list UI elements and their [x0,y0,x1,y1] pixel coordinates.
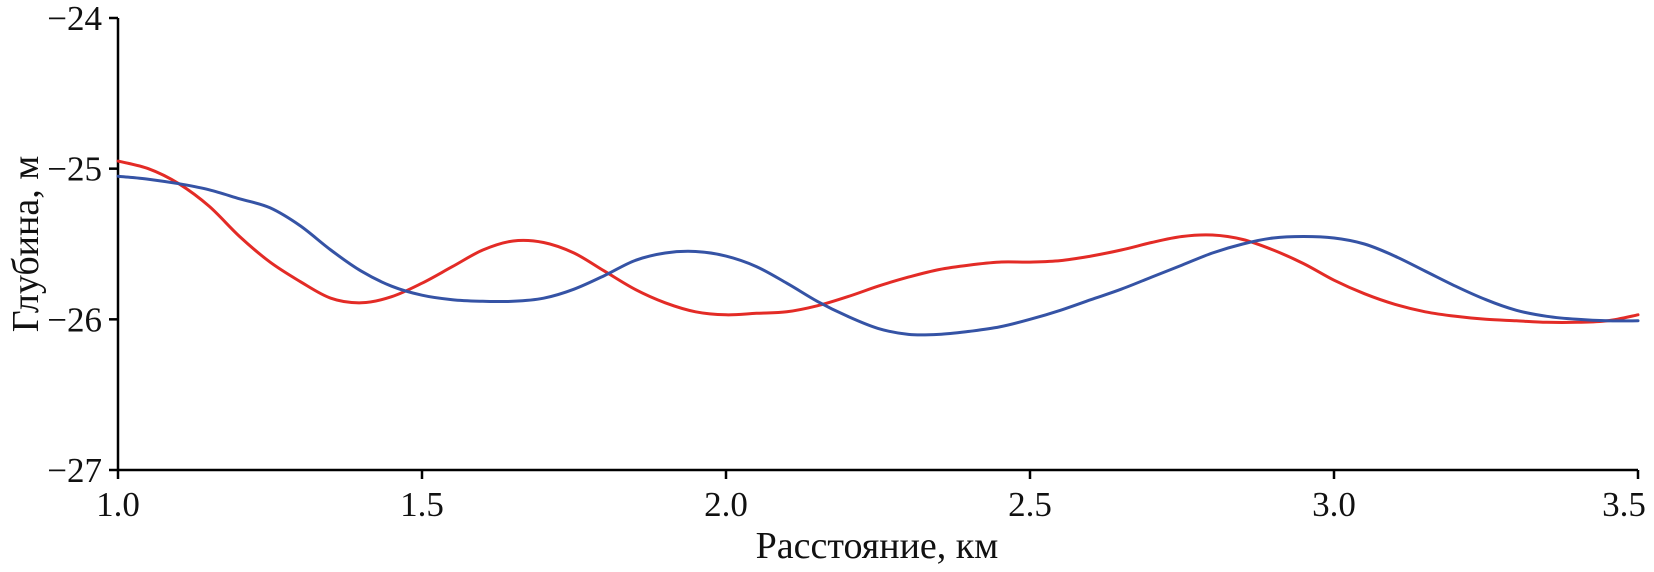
x-tick-label: 2.5 [1008,485,1052,524]
series-layer [116,159,1640,337]
x-tick-label: 1.5 [400,485,444,524]
x-tick-label: 3.5 [1602,485,1646,524]
y-tick-label: −26 [47,300,102,339]
x-axis-title: Расстояние, км [756,525,999,567]
y-tick-label: −25 [47,150,102,189]
axes-layer: 1.0 1.5 2.0 2.5 3.0 3.5 −24 −25 −26 −27 [47,0,1646,524]
y-tick-label: −27 [47,451,102,490]
blue-depth-profile-line [116,174,1640,337]
x-tick-label: 3.0 [1312,485,1356,524]
red-depth-profile-line [116,159,1640,325]
x-tick-label: 2.0 [704,485,748,524]
y-axis-title: Глубина, м [5,156,47,333]
y-tick-label: −24 [47,0,102,38]
x-tick-label: 1.0 [96,485,140,524]
